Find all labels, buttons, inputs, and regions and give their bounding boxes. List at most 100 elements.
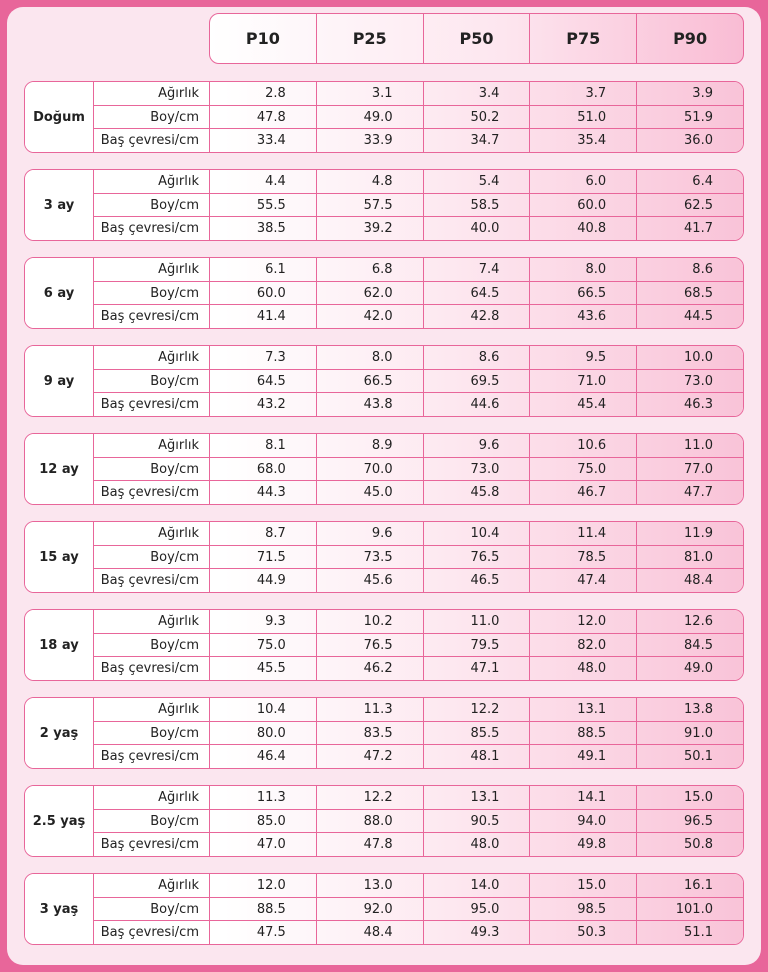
age-label: 15 ay	[25, 522, 94, 592]
table-row: Boy/cm 68.0 70.0 73.0 75.0 77.0	[94, 457, 743, 482]
value-cell: 10.0	[684, 349, 713, 365]
measurement-rows: Ağırlık 6.1 6.8 7.4 8.0 8.6 Boy/cm 60.0 62.0 64.5…	[94, 258, 743, 328]
measurement-label: Boy/cm	[94, 545, 210, 569]
measurement-label: Baş çevresi/cm	[94, 305, 210, 328]
measurement-rows: Ağırlık 2.8 3.1 3.4 3.7 3.9 Boy/cm 47.8 49.0 50.2…	[94, 82, 743, 152]
measurement-label: Boy/cm	[94, 721, 210, 745]
value-cell: 8.6	[692, 261, 713, 277]
value-cell: 6.0	[530, 170, 638, 193]
value-cell: 88.5	[530, 721, 638, 745]
value-cell: 48.0	[424, 833, 531, 856]
value-cell: 14.0	[424, 874, 531, 897]
measurement-label: Boy/cm	[94, 281, 210, 305]
value-cell: 62.5	[684, 197, 713, 213]
value-cell: 75.0	[210, 633, 317, 657]
value-cell: 8.6	[424, 346, 531, 369]
column-header-p10: P10	[210, 14, 317, 63]
table-row: Baş çevresi/cm 46.4 47.2 48.1 49.1 50.1	[94, 745, 743, 768]
value-cell: 42.0	[317, 305, 424, 328]
column-header-p50: P50	[424, 14, 531, 63]
measurement-label: Baş çevresi/cm	[94, 569, 210, 592]
age-group: 15 ay Ağırlık 8.7 9.6 10.4 11.4 11.9 Boy/cm 71.5…	[24, 521, 744, 593]
value-cell: 13.1	[424, 786, 531, 809]
table-row: Baş çevresi/cm 33.4 33.9 34.7 35.4 36.0	[94, 129, 743, 152]
measurement-label: Ağırlık	[94, 698, 210, 721]
value-cell: 11.3	[317, 698, 424, 721]
value-cell: 69.5	[424, 369, 531, 393]
table-row: Baş çevresi/cm 41.4 42.0 42.8 43.6 44.5	[94, 305, 743, 328]
age-group: 2.5 yaş Ağırlık 11.3 12.2 13.1 14.1 15.0 Boy/cm…	[24, 785, 744, 857]
value-cell: 44.9	[210, 569, 317, 592]
value-cell: 12.6	[684, 613, 713, 629]
measurement-label: Boy/cm	[94, 457, 210, 481]
age-group: 9 ay Ağırlık 7.3 8.0 8.6 9.5 10.0 Boy/cm 64.5 66.…	[24, 345, 744, 417]
age-label: 3 ay	[25, 170, 94, 240]
value-cell: 15.0	[530, 874, 638, 897]
measurement-rows: Ağırlık 7.3 8.0 8.6 9.5 10.0 Boy/cm 64.5 66.5 69.…	[94, 346, 743, 416]
value-cell: 8.9	[317, 434, 424, 457]
measurement-label: Ağırlık	[94, 170, 210, 193]
age-group: 12 ay Ağırlık 8.1 8.9 9.6 10.6 11.0 Boy/cm 68.0 7…	[24, 433, 744, 505]
age-group: 6 ay Ağırlık 6.1 6.8 7.4 8.0 8.6 Boy/cm 60.0 62.0…	[24, 257, 744, 329]
measurement-label: Ağırlık	[94, 82, 210, 105]
value-cell: 47.2	[317, 745, 424, 768]
table-row: Ağırlık 11.3 12.2 13.1 14.1 15.0	[94, 786, 743, 810]
age-group: 3 ay Ağırlık 4.4 4.8 5.4 6.0 6.4 Boy/cm 55.5 57.5…	[24, 169, 744, 241]
value-cell: 42.8	[424, 305, 531, 328]
measurement-label: Boy/cm	[94, 633, 210, 657]
measurement-label: Baş çevresi/cm	[94, 921, 210, 944]
value-cell: 60.0	[530, 193, 638, 217]
value-cell: 43.6	[530, 305, 638, 328]
value-cell: 13.0	[317, 874, 424, 897]
measurement-label: Ağırlık	[94, 434, 210, 457]
value-cell: 62.0	[317, 281, 424, 305]
value-cell: 77.0	[684, 461, 713, 477]
value-cell: 88.0	[317, 809, 424, 833]
table-row: Ağırlık 10.4 11.3 12.2 13.1 13.8	[94, 698, 743, 722]
table-row: Boy/cm 85.0 88.0 90.5 94.0 96.5	[94, 809, 743, 834]
table-row: Boy/cm 47.8 49.0 50.2 51.0 51.9	[94, 105, 743, 130]
value-cell: 55.5	[210, 193, 317, 217]
measurement-rows: Ağırlık 12.0 13.0 14.0 15.0 16.1 Boy/cm 88.5 92.…	[94, 874, 743, 944]
value-cell: 78.5	[530, 545, 638, 569]
value-cell: 45.5	[210, 657, 317, 680]
value-cell: 98.5	[530, 897, 638, 921]
age-label: 6 ay	[25, 258, 94, 328]
value-cell: 94.0	[530, 809, 638, 833]
value-cell: 11.0	[684, 437, 713, 453]
value-cell: 9.5	[530, 346, 638, 369]
value-cell: 9.6	[424, 434, 531, 457]
value-cell: 47.0	[210, 833, 317, 856]
value-cell: 4.8	[317, 170, 424, 193]
value-cell: 73.0	[684, 373, 713, 389]
measurement-label: Baş çevresi/cm	[94, 393, 210, 416]
measurement-label: Baş çevresi/cm	[94, 833, 210, 856]
value-cell: 8.7	[210, 522, 317, 545]
table-row: Ağırlık 8.1 8.9 9.6 10.6 11.0	[94, 434, 743, 458]
age-label: 3 yaş	[25, 874, 94, 944]
value-cell: 64.5	[424, 281, 531, 305]
value-cell: 40.8	[530, 217, 638, 240]
value-cell: 11.9	[684, 525, 713, 541]
value-cell: 73.5	[317, 545, 424, 569]
value-cell: 91.0	[684, 725, 713, 741]
measurement-rows: Ağırlık 9.3 10.2 11.0 12.0 12.6 Boy/cm 75.0 76.5…	[94, 610, 743, 680]
value-cell: 84.5	[684, 637, 713, 653]
table-row: Baş çevresi/cm 47.5 48.4 49.3 50.3 51.1	[94, 921, 743, 944]
value-cell: 43.2	[210, 393, 317, 416]
measurement-rows: Ağırlık 8.1 8.9 9.6 10.6 11.0 Boy/cm 68.0 70.0 73…	[94, 434, 743, 504]
value-cell: 44.6	[424, 393, 531, 416]
age-group: Doğum Ağırlık 2.8 3.1 3.4 3.7 3.9 Boy/cm 47.8 49.…	[24, 81, 744, 153]
measurement-rows: Ağırlık 4.4 4.8 5.4 6.0 6.4 Boy/cm 55.5 57.5 58.5…	[94, 170, 743, 240]
value-cell: 10.4	[424, 522, 531, 545]
value-cell: 39.2	[317, 217, 424, 240]
value-cell: 38.5	[210, 217, 317, 240]
table-row: Ağırlık 9.3 10.2 11.0 12.0 12.6	[94, 610, 743, 634]
value-cell: 3.7	[530, 82, 638, 105]
measurement-label: Boy/cm	[94, 105, 210, 129]
value-cell: 4.4	[210, 170, 317, 193]
value-cell: 36.0	[684, 133, 713, 149]
value-cell: 68.5	[684, 285, 713, 301]
age-group: 3 yaş Ağırlık 12.0 13.0 14.0 15.0 16.1 Boy/cm 88…	[24, 873, 744, 945]
value-cell: 35.4	[530, 129, 638, 152]
